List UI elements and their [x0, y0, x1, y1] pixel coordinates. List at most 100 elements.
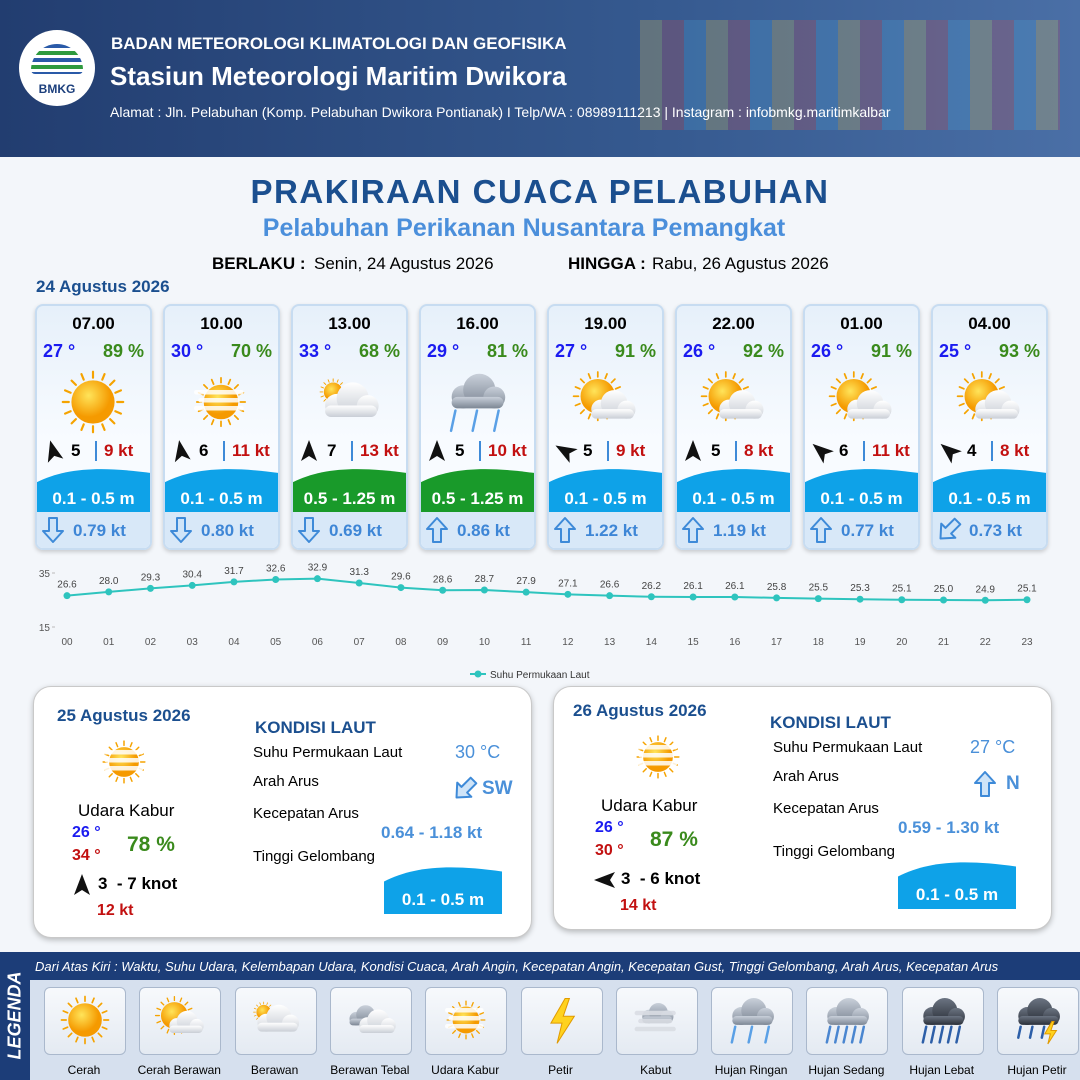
wind-arrow-box	[555, 445, 578, 463]
wave-box	[677, 469, 790, 512]
weather-icon	[549, 997, 575, 1044]
humidity: 89 %	[102, 341, 144, 361]
value-label: 24.9	[976, 584, 996, 595]
sun-ray	[458, 1001, 462, 1007]
sun-ray	[866, 378, 872, 384]
time: 16.00	[456, 314, 499, 333]
sun-ray	[101, 1026, 108, 1030]
y-tick-label: 15	[39, 623, 51, 634]
station-name: Stasiun Meteorologi Maritim Dwikora	[110, 61, 567, 91]
outlook-panel: 26 Agustus 2026 Udara Kabur 26 ° 30 ° 87 % 3 …	[553, 686, 1052, 930]
sun-ray	[649, 771, 653, 777]
line	[66, 577, 1028, 602]
current-arrow-box	[810, 517, 832, 543]
icon-box	[155, 996, 205, 1036]
point	[105, 588, 113, 596]
icon-box	[634, 735, 680, 779]
weather-icon	[445, 1000, 486, 1040]
haze-stripe	[634, 761, 678, 766]
sun-ray	[227, 378, 232, 385]
weather-icon	[252, 1001, 299, 1032]
time: 19.00	[584, 314, 627, 333]
wave-box	[805, 469, 918, 512]
sun-ray	[669, 768, 674, 773]
rain-drop	[929, 1025, 936, 1044]
current-arrow-box	[554, 517, 576, 543]
wave-height: 0.1 - 0.5 m	[915, 885, 999, 904]
point	[63, 592, 71, 600]
humidity: 91 %	[614, 341, 656, 361]
legend-icon-box	[711, 987, 794, 1055]
x-tick-label: 11	[521, 637, 532, 648]
sun-ray	[75, 997, 79, 1004]
sun-ray	[614, 386, 622, 390]
wave-box	[898, 862, 1016, 909]
wave-band	[549, 469, 662, 512]
current-speed-label: Kecepatan Arus	[773, 800, 879, 817]
cloud-part	[922, 1015, 964, 1025]
legend-icon-box	[234, 987, 317, 1055]
header-deco	[640, 20, 1060, 130]
weather-icon	[730, 998, 775, 1044]
condition: Udara Kabur	[78, 801, 175, 820]
sun-ray	[160, 1025, 165, 1030]
icon-box	[956, 371, 1020, 422]
x-tick-label: 07	[354, 637, 366, 648]
sun-ray	[471, 1033, 475, 1039]
x-tick-label: 06	[312, 637, 324, 648]
current-arrow	[939, 517, 962, 540]
icon-box	[445, 1000, 486, 1040]
sun-ray	[108, 746, 113, 751]
sun-ray	[971, 413, 976, 420]
sun-ray	[101, 423, 106, 432]
rain-drop	[954, 1025, 961, 1044]
point	[814, 595, 822, 603]
rain-drop	[938, 1025, 944, 1044]
value-label: 26.2	[642, 581, 662, 592]
rain-drop	[842, 1025, 849, 1044]
legend-icon-box	[139, 987, 222, 1055]
cloud	[1018, 998, 1060, 1025]
wave-box	[165, 469, 278, 512]
x-tick-label: 08	[395, 637, 407, 648]
point	[647, 593, 655, 601]
sun-ray	[156, 1020, 162, 1024]
weather-icon	[100, 740, 146, 784]
sun-ray	[75, 1036, 79, 1043]
weather-icon	[828, 371, 892, 422]
current-arrow	[974, 771, 996, 797]
cloud	[732, 998, 775, 1025]
rain-drop	[471, 409, 479, 433]
cloud-part	[732, 1015, 773, 1025]
weather-icon	[194, 376, 247, 428]
legend-icon-box	[425, 987, 508, 1055]
lightning	[1043, 1021, 1058, 1045]
icon-box	[194, 376, 247, 428]
x-tick-label: 09	[437, 637, 449, 648]
current-arrow	[810, 517, 832, 543]
temp-min: 26 °	[72, 824, 101, 841]
sun-ray	[587, 413, 592, 420]
point	[1023, 596, 1031, 604]
legend-icon-box	[329, 987, 412, 1055]
haze-stripe	[634, 1010, 676, 1016]
sun-ray	[738, 378, 744, 384]
cloud-part	[1018, 1015, 1059, 1025]
wave-box	[933, 469, 1046, 512]
valid-from: Senin, 24 Agustus 2026	[314, 254, 494, 273]
legend-label: Hujan Ringan	[714, 1063, 788, 1077]
current-dir-label: Arah Arus	[253, 773, 319, 790]
haze-stripe	[638, 753, 674, 758]
sun-ray	[62, 1026, 69, 1030]
humidity: 68 %	[358, 341, 400, 361]
current-speed: 0.77 kt	[841, 521, 894, 540]
icon-box	[572, 371, 636, 422]
sst-label: Suhu Permukaan Laut	[773, 739, 923, 756]
legend-label: Cerah	[67, 1063, 101, 1077]
point	[146, 584, 154, 592]
sun-ray	[479, 1012, 485, 1015]
current-arrow-box	[682, 517, 704, 543]
haze-stripe	[100, 766, 144, 771]
gust: 11 kt	[863, 441, 910, 461]
wind-speed: 5	[455, 441, 465, 460]
